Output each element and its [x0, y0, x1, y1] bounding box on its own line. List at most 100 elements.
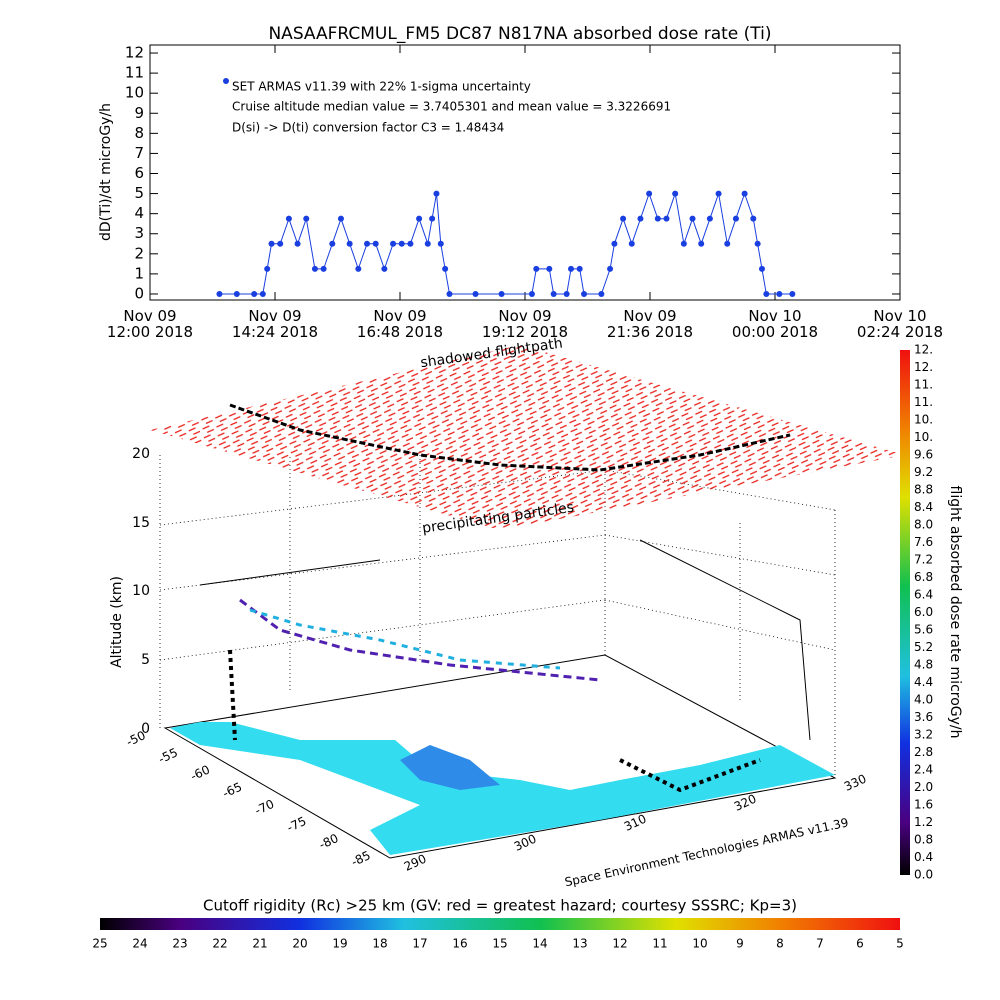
floor-region: [170, 722, 835, 855]
y-tick-label: 3: [134, 224, 144, 242]
colorbar-label: 11.: [914, 395, 933, 409]
lat-tick-label: -55: [156, 745, 180, 766]
colorbar-label: 3.2: [914, 728, 933, 742]
colorbar-label: 12.: [914, 343, 933, 357]
colorbar-label: 6: [856, 937, 864, 951]
colorbar-label: 8.8: [914, 483, 933, 497]
data-point: [446, 290, 453, 297]
colorbar-label: 11: [652, 937, 667, 951]
colorbar-label: 25: [92, 937, 107, 951]
lon-tick-label: 330: [842, 772, 869, 794]
data-point: [672, 190, 679, 197]
colorbar-label: 17: [412, 937, 427, 951]
colorbar-label: 2.4: [914, 763, 933, 777]
data-point: [364, 240, 371, 247]
colorbar-title: flight absorbed dose rate microGy/h: [947, 486, 963, 739]
data-point: [294, 240, 301, 247]
flightpath: [228, 649, 761, 793]
lat-tick-label: -65: [220, 780, 244, 801]
colorbar-label: 1.6: [914, 798, 933, 812]
data-point: [689, 215, 696, 222]
data-point: [433, 190, 440, 197]
data-point: [216, 290, 223, 297]
data-point: [576, 265, 583, 272]
data-point: [407, 240, 414, 247]
colorbar-label: 10: [692, 937, 707, 951]
data-point: [654, 215, 661, 222]
z-tick-label: 20: [132, 446, 150, 462]
data-point: [303, 215, 310, 222]
colorbar-label: 15: [492, 937, 507, 951]
data-point: [546, 265, 553, 272]
data-point: [329, 240, 336, 247]
data-point: [776, 290, 783, 297]
data-point: [390, 240, 397, 247]
data-point: [442, 265, 449, 272]
y-tick-label: 0: [134, 284, 144, 302]
data-point: [259, 290, 266, 297]
colorbar-label: 0.4: [914, 850, 933, 864]
data-point: [563, 290, 570, 297]
data-point: [416, 215, 423, 222]
z-tick-label: 10: [132, 583, 150, 599]
legend-marker: [223, 78, 229, 84]
colorbar-label: 12.: [914, 360, 933, 374]
data-point: [372, 240, 379, 247]
data-point: [732, 215, 739, 222]
data-point: [311, 265, 318, 272]
lat-tick-label: -75: [285, 814, 309, 835]
data-point: [346, 240, 353, 247]
data-point: [750, 215, 757, 222]
colorbar-label: 24: [132, 937, 147, 951]
y-tick-label: 6: [134, 164, 144, 182]
colorbar-label: 19: [332, 937, 347, 951]
y-tick-label: 7: [134, 144, 144, 162]
colorbar: [900, 350, 910, 875]
colorbar-label: 12: [612, 937, 627, 951]
data-point: [646, 190, 653, 197]
data-point: [398, 240, 405, 247]
data-point: [715, 190, 722, 197]
colorbar-title: Cutoff rigidity (Rc) >25 km (GV: red = g…: [203, 897, 797, 915]
credit: Space Environment Technologies ARMAS v11…: [563, 815, 849, 889]
colorbar-label: 1.2: [914, 815, 933, 829]
colorbar-label: 4.8: [914, 658, 933, 672]
colorbar-label: 6.8: [914, 570, 933, 584]
data-line: [219, 192, 793, 295]
colorbar-label: 7.2: [914, 553, 933, 567]
colorbar-label: 0.0: [914, 868, 933, 882]
data-point: [611, 240, 618, 247]
data-point: [429, 215, 436, 222]
colorbar-label: 9.6: [914, 448, 933, 462]
colorbar: [100, 918, 900, 930]
lat-tick-label: -85: [349, 848, 373, 869]
data-point: [424, 240, 431, 247]
colorbar-label: 5: [896, 937, 904, 951]
colorbar-label: 18: [372, 937, 387, 951]
chart-title: NASAAFRCMUL_FM5 DC87 N817NA absorbed dos…: [268, 24, 771, 44]
data-point: [754, 240, 761, 247]
colorbar-label: 14: [532, 937, 547, 951]
data-point: [550, 290, 557, 297]
3d-plot: shadowed flightpath precipitating partic…: [109, 335, 905, 889]
data-point: [277, 240, 284, 247]
data-point: [680, 240, 687, 247]
colorbar-label: 2.0: [914, 780, 933, 794]
floor-region: [400, 745, 500, 790]
colorbar-label: 11.: [914, 378, 933, 392]
colorbar-label: 4.0: [914, 693, 933, 707]
data-point: [620, 215, 627, 222]
data-point: [724, 240, 731, 247]
x-tick-label: Nov 09 21:36 2018: [607, 307, 693, 341]
data-point: [437, 240, 444, 247]
data-point: [251, 290, 258, 297]
colorbar-label: 7: [816, 937, 824, 951]
data-point: [355, 265, 362, 272]
x-tick-label: Nov 09 14:24 2018: [232, 307, 318, 341]
y-tick-label: 2: [134, 244, 144, 262]
data-point: [741, 190, 748, 197]
3d-grid: [159, 450, 836, 775]
colorbar-label: 10.: [914, 413, 933, 427]
y-tick-label: 4: [134, 204, 144, 222]
flightpath: [239, 598, 601, 682]
